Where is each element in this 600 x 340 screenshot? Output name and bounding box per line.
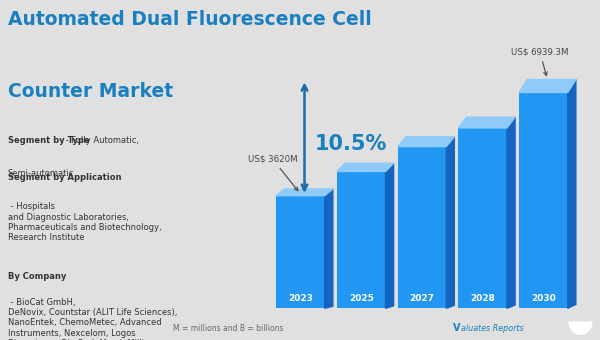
- FancyBboxPatch shape: [519, 92, 568, 308]
- Polygon shape: [519, 80, 576, 92]
- Text: Segment by Application: Segment by Application: [8, 173, 121, 182]
- FancyBboxPatch shape: [337, 171, 386, 308]
- Text: 2027: 2027: [409, 294, 434, 303]
- Polygon shape: [337, 163, 394, 171]
- Text: 2030: 2030: [531, 294, 556, 303]
- FancyBboxPatch shape: [398, 147, 446, 308]
- Text: Counter Market: Counter Market: [8, 82, 173, 101]
- Text: Segment by Type: Segment by Type: [8, 136, 89, 145]
- Text: US$ 3620M: US$ 3620M: [248, 154, 298, 191]
- Text: M = millions and B = billions: M = millions and B = billions: [173, 324, 283, 333]
- Text: V: V: [453, 323, 461, 333]
- Polygon shape: [398, 137, 454, 147]
- Text: aluates Reports: aluates Reports: [461, 324, 523, 333]
- Text: 2023: 2023: [288, 294, 313, 303]
- Polygon shape: [276, 189, 333, 196]
- Polygon shape: [325, 189, 333, 308]
- Text: - Fully Automatic,: - Fully Automatic,: [63, 136, 139, 145]
- Polygon shape: [446, 137, 454, 308]
- Polygon shape: [507, 117, 515, 308]
- Text: Automated Dual Fluorescence Cell: Automated Dual Fluorescence Cell: [8, 10, 371, 29]
- Text: Semi-automatic: Semi-automatic: [8, 169, 74, 178]
- FancyBboxPatch shape: [276, 196, 325, 308]
- Text: 2025: 2025: [349, 294, 374, 303]
- Polygon shape: [386, 163, 394, 308]
- Text: 2028: 2028: [470, 294, 495, 303]
- Polygon shape: [458, 117, 515, 128]
- Wedge shape: [568, 321, 593, 335]
- FancyBboxPatch shape: [458, 128, 507, 308]
- Text: 10.5%: 10.5%: [314, 134, 386, 154]
- Text: - Hospitals
and Diagnostic Laboratories,
Pharmaceuticals and Biotechnology,
Rese: - Hospitals and Diagnostic Laboratories,…: [8, 202, 161, 242]
- Polygon shape: [568, 80, 576, 308]
- Text: US$ 6939.3M: US$ 6939.3M: [511, 47, 569, 75]
- Text: By Company: By Company: [8, 272, 66, 281]
- Text: - BioCat GmbH,
DeNovix, Countstar (ALIT Life Sciences),
NanoEntek, ChemoMetec, A: - BioCat GmbH, DeNovix, Countstar (ALIT …: [8, 298, 177, 340]
